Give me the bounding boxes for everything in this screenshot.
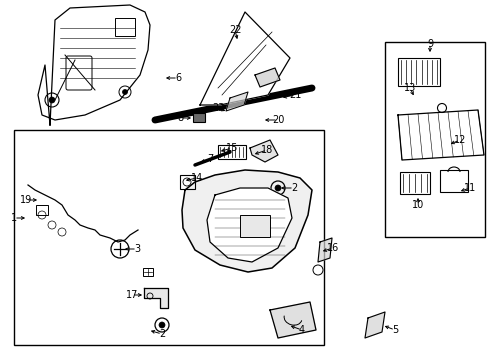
- Circle shape: [274, 185, 281, 191]
- Bar: [384, 42, 484, 237]
- Circle shape: [49, 97, 55, 103]
- Text: 21: 21: [288, 90, 301, 100]
- Text: 20: 20: [271, 115, 284, 125]
- Text: 19: 19: [20, 195, 32, 205]
- Bar: [399, 172, 429, 194]
- Text: 17: 17: [125, 290, 138, 300]
- Text: 2: 2: [290, 183, 297, 193]
- Text: 15: 15: [225, 143, 238, 153]
- Text: 14: 14: [190, 173, 203, 183]
- Text: 1: 1: [11, 213, 17, 223]
- Polygon shape: [206, 188, 291, 262]
- Text: 13: 13: [403, 83, 415, 93]
- Bar: [36, 205, 48, 215]
- Bar: [180, 175, 195, 189]
- Bar: [142, 268, 153, 276]
- Bar: [397, 58, 439, 86]
- Text: 22: 22: [228, 25, 241, 35]
- Text: 12: 12: [453, 135, 465, 145]
- Polygon shape: [143, 288, 168, 308]
- Text: 16: 16: [326, 243, 339, 253]
- Polygon shape: [200, 12, 289, 105]
- Polygon shape: [182, 170, 311, 272]
- Text: 6: 6: [175, 73, 181, 83]
- Bar: [193, 113, 204, 122]
- Polygon shape: [269, 302, 315, 338]
- Polygon shape: [38, 5, 150, 125]
- Bar: [115, 18, 135, 36]
- Bar: [439, 170, 467, 192]
- Polygon shape: [364, 312, 384, 338]
- Text: 7: 7: [206, 154, 213, 164]
- Polygon shape: [254, 68, 280, 87]
- Text: 18: 18: [260, 145, 273, 155]
- Text: 11: 11: [463, 183, 475, 193]
- Bar: [240, 215, 269, 237]
- Polygon shape: [317, 238, 331, 262]
- Text: 5: 5: [391, 325, 397, 335]
- Bar: [218, 145, 245, 159]
- Circle shape: [122, 90, 127, 94]
- Circle shape: [159, 322, 164, 328]
- Text: 9: 9: [426, 39, 432, 49]
- Polygon shape: [225, 92, 247, 111]
- Text: 4: 4: [298, 325, 305, 335]
- Polygon shape: [397, 110, 483, 160]
- Polygon shape: [249, 140, 278, 162]
- Bar: [14, 130, 324, 345]
- Text: 23: 23: [211, 103, 224, 113]
- Text: 3: 3: [134, 244, 140, 254]
- Text: 2: 2: [159, 329, 165, 339]
- Text: 10: 10: [411, 200, 423, 210]
- Text: 8: 8: [177, 113, 183, 123]
